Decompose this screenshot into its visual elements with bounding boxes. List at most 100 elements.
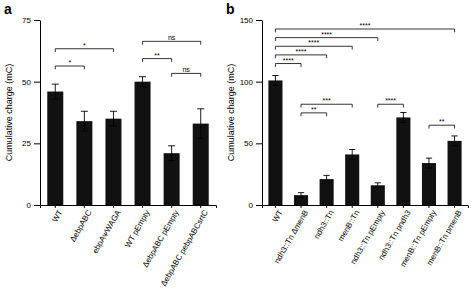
significance-bracket [275,29,454,32]
y-axis: 0 25 50 75 [22,16,40,210]
x-tick: WT [271,205,285,224]
bar [135,82,151,205]
bar [448,141,462,205]
tick-label: menB::Tn [336,209,361,244]
significance-bracket [55,49,113,52]
y-tick: 0 [249,201,262,210]
tick-label: WT pEmpty [123,209,152,250]
y-tick: 25 [22,139,40,148]
error-bar [451,136,457,146]
tick-label: 100 [240,78,254,87]
x-tick: ndh3::Tn ΔmenB [272,205,310,265]
tick-label: 50 [22,78,31,87]
significance-label: ** [154,52,160,59]
bar [345,154,359,205]
significance-label: * [68,59,71,66]
tick-mark [142,205,143,208]
tick-label: ΔebpABC pebpABCsrtC [159,208,210,287]
marks [268,76,461,206]
bar [268,80,282,205]
y-axis: 0 50 100 150 [240,16,263,210]
tick-label: WT [50,208,64,223]
tick-mark [34,82,40,83]
tick-mark [171,205,172,208]
y-tick: 75 [22,16,40,25]
tick-label: 50 [244,139,253,148]
tick-mark [200,205,201,208]
tick-label: 150 [240,16,254,25]
significance-bracket [143,41,201,44]
error-bar [110,111,117,126]
bar [422,163,436,205]
tick-label: ΔebpABC [68,208,93,243]
marks [47,77,208,205]
y-tick: 0 [27,201,40,210]
tick-label: ndh3::Tn ΔmenB [272,209,310,266]
tick-mark [326,205,327,208]
tick-mark [256,143,262,144]
significance-label: *** [323,97,331,104]
significance-label: **** [296,48,307,55]
tick-mark [352,205,353,208]
error-bar [324,175,330,182]
chart: 0 25 50 75 WT ΔebpABCebpAᴪWAGAWT pEmptyΔebpAB… [0,0,474,291]
tick-label: 75 [22,16,31,25]
tick-mark [454,205,455,208]
axis-title: Cumulative charge (mC) [4,64,14,162]
tick-label: ebpAᴪWAGA [91,208,123,255]
error-bar [400,113,406,123]
y-tick: 50 [22,78,40,87]
tick-label: menB::Tn pmenB [425,209,464,267]
x-tick: ebpAᴪWAGA [91,205,123,255]
tick-label: ndh3::Tn [312,209,336,241]
error-bar [426,158,432,168]
significance-bracket [301,113,327,116]
significance-label: * [83,42,86,49]
axis-line [262,21,263,206]
panel: 0 25 50 75 WT ΔebpABCebpAᴪWAGAWT pEmptyΔebpAB… [4,1,217,288]
significance-label: ** [439,118,445,125]
significance-bracket [275,46,352,49]
significance-bracket [429,125,455,128]
error-bar [168,146,175,161]
x-tick: WT pEmpty [123,205,152,249]
error-bar [197,109,204,139]
significance-bracket [378,104,404,107]
bar [105,119,121,205]
annotations: ******************************* [275,22,454,129]
error-bar [375,183,381,188]
title: a [4,1,12,17]
significance-bracket [172,73,201,76]
significance-bracket [275,55,326,58]
y-tick: 150 [240,16,262,25]
panel: 050100150WTndh3::Tn ΔmenBndh3::TnmenB::T… [226,1,469,269]
bar [371,185,385,205]
annotations: ****nsns [55,34,200,76]
x-tick: menB::Tn pmenB [425,205,464,267]
tick-mark [377,205,378,208]
tick-mark [256,82,262,83]
tick-label: 25 [22,139,31,148]
tick-mark [256,20,262,21]
bar [47,92,63,205]
tick-label: 0 [249,201,254,210]
significance-label: **** [283,57,294,64]
axis-line [40,21,41,206]
tick-mark [113,205,114,208]
significance-label: **** [308,39,319,46]
error-bar [272,76,278,86]
significance-label: ** [311,106,317,113]
significance-label: ns [182,66,190,73]
error-bar [81,111,88,131]
significance-label: **** [385,97,396,104]
tick-label: WT [271,208,285,223]
axis-title: Cumulative charge (mC) [226,64,236,162]
tick-mark [428,205,429,208]
x-tick: menB::Tn [336,205,361,243]
x-tick: ΔebpABC [68,205,93,244]
significance-label: **** [321,31,332,38]
significance-bracket [275,64,301,67]
error-bar [52,84,59,99]
axis-line [41,206,217,209]
tick-mark [55,205,56,208]
